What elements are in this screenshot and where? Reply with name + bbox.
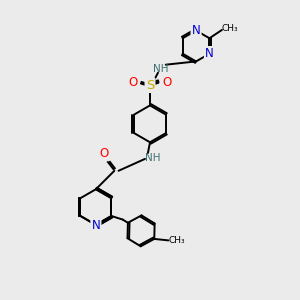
Text: S: S: [146, 79, 154, 92]
Text: NH: NH: [145, 153, 161, 163]
Text: NH: NH: [153, 64, 168, 74]
Text: N: N: [205, 47, 214, 60]
Text: CH₃: CH₃: [222, 24, 238, 33]
Text: O: O: [100, 147, 109, 160]
Text: N: N: [192, 24, 200, 37]
Text: N: N: [92, 219, 100, 232]
Text: CH₃: CH₃: [169, 236, 185, 245]
Text: O: O: [163, 76, 172, 89]
Text: O: O: [128, 76, 137, 89]
